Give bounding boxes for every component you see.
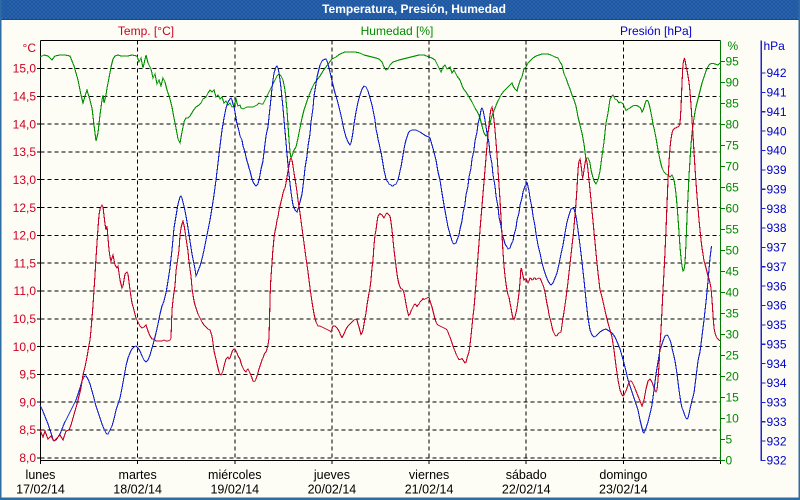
svg-text:15,0: 15,0 bbox=[13, 62, 37, 76]
svg-text:11,0: 11,0 bbox=[14, 284, 37, 298]
svg-text:936: 936 bbox=[767, 279, 787, 293]
svg-text:10,5: 10,5 bbox=[13, 312, 37, 326]
svg-text:938: 938 bbox=[767, 221, 787, 235]
svg-text:11,5: 11,5 bbox=[14, 256, 37, 270]
svg-text:35: 35 bbox=[726, 307, 740, 321]
svg-text:12,0: 12,0 bbox=[13, 229, 37, 243]
svg-text:19/02/14: 19/02/14 bbox=[210, 483, 259, 497]
svg-text:25: 25 bbox=[726, 349, 740, 363]
svg-text:937: 937 bbox=[767, 241, 787, 255]
svg-text:Temp. [°C]: Temp. [°C] bbox=[118, 24, 174, 38]
svg-text:935: 935 bbox=[767, 318, 787, 332]
svg-text:%: % bbox=[728, 39, 739, 53]
svg-text:0: 0 bbox=[726, 454, 733, 468]
svg-text:hPa: hPa bbox=[764, 39, 786, 53]
svg-text:940: 940 bbox=[767, 144, 787, 158]
svg-text:domingo: domingo bbox=[599, 468, 647, 482]
svg-text:932: 932 bbox=[767, 454, 787, 468]
svg-text:75: 75 bbox=[726, 139, 740, 153]
svg-text:9,5: 9,5 bbox=[19, 368, 36, 382]
svg-text:937: 937 bbox=[767, 260, 787, 274]
svg-text:13,5: 13,5 bbox=[13, 145, 37, 159]
svg-text:80: 80 bbox=[726, 118, 740, 132]
svg-text:941: 941 bbox=[767, 105, 787, 119]
svg-text:martes: martes bbox=[119, 468, 157, 482]
svg-text:933: 933 bbox=[767, 396, 787, 410]
svg-text:15: 15 bbox=[726, 391, 740, 405]
svg-text:936: 936 bbox=[767, 299, 787, 313]
svg-text:miércoles: miércoles bbox=[208, 468, 262, 482]
svg-text:Humedad [%]: Humedad [%] bbox=[361, 24, 434, 38]
svg-text:940: 940 bbox=[767, 124, 787, 138]
svg-text:sábado: sábado bbox=[506, 468, 547, 482]
svg-text:23/02/14: 23/02/14 bbox=[599, 483, 648, 497]
svg-text:30: 30 bbox=[726, 328, 740, 342]
svg-text:50: 50 bbox=[726, 244, 740, 258]
svg-text:90: 90 bbox=[726, 76, 740, 90]
svg-text:70: 70 bbox=[726, 160, 740, 174]
svg-text:13,0: 13,0 bbox=[13, 173, 37, 187]
svg-text:938: 938 bbox=[767, 202, 787, 216]
svg-text:65: 65 bbox=[726, 181, 740, 195]
svg-text:933: 933 bbox=[767, 415, 787, 429]
svg-text:95: 95 bbox=[726, 55, 740, 69]
svg-text:°C: °C bbox=[23, 41, 37, 55]
svg-text:40: 40 bbox=[726, 286, 740, 300]
svg-text:9,0: 9,0 bbox=[19, 395, 36, 409]
svg-text:60: 60 bbox=[726, 202, 740, 216]
svg-text:8,0: 8,0 bbox=[19, 451, 36, 465]
svg-text:85: 85 bbox=[726, 97, 740, 111]
svg-text:939: 939 bbox=[767, 163, 787, 177]
svg-text:10,0: 10,0 bbox=[13, 340, 37, 354]
svg-text:14,0: 14,0 bbox=[13, 117, 37, 131]
svg-text:20: 20 bbox=[726, 370, 740, 384]
svg-text:5: 5 bbox=[726, 433, 733, 447]
svg-text:18/02/14: 18/02/14 bbox=[113, 483, 162, 497]
svg-text:14,5: 14,5 bbox=[13, 90, 37, 104]
svg-text:934: 934 bbox=[767, 357, 787, 371]
svg-text:21/02/14: 21/02/14 bbox=[405, 483, 454, 497]
svg-text:932: 932 bbox=[767, 434, 787, 448]
svg-text:935: 935 bbox=[767, 337, 787, 351]
svg-text:942: 942 bbox=[767, 66, 787, 80]
svg-text:jueves: jueves bbox=[313, 468, 350, 482]
svg-text:939: 939 bbox=[767, 182, 787, 196]
svg-text:17/02/14: 17/02/14 bbox=[16, 483, 65, 497]
svg-text:viernes: viernes bbox=[409, 468, 449, 482]
svg-text:8,5: 8,5 bbox=[19, 423, 36, 437]
svg-text:941: 941 bbox=[767, 86, 787, 100]
svg-text:Presión [hPa]: Presión [hPa] bbox=[620, 24, 692, 38]
svg-text:10: 10 bbox=[726, 412, 740, 426]
svg-text:934: 934 bbox=[767, 376, 787, 390]
svg-text:45: 45 bbox=[726, 265, 740, 279]
svg-text:lunes: lunes bbox=[26, 468, 56, 482]
svg-text:22/02/14: 22/02/14 bbox=[502, 483, 551, 497]
svg-text:55: 55 bbox=[726, 223, 740, 237]
svg-text:12,5: 12,5 bbox=[13, 201, 37, 215]
svg-text:20/02/14: 20/02/14 bbox=[308, 483, 357, 497]
